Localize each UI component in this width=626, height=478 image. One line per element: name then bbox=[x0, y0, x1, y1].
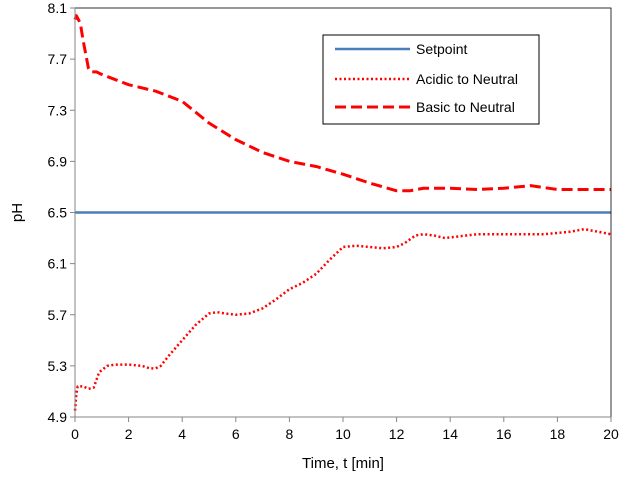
series-layer bbox=[73, 14, 612, 411]
y-tick-label: 6.9 bbox=[48, 153, 68, 169]
y-tick-label: 5.7 bbox=[48, 307, 68, 323]
x-tick-label: 20 bbox=[603, 426, 619, 442]
y-axis-title: pH bbox=[9, 203, 26, 222]
x-axis-title: Time, t [min] bbox=[302, 455, 384, 472]
axes-layer: 4.9 5.3 5.7 6.1 6.5 6.9 7.3 7.7 8.1 0 2 4 6 8 10 12 14 16… bbox=[48, 0, 619, 442]
x-tick-label: 10 bbox=[335, 426, 351, 442]
x-tick-label: 8 bbox=[286, 426, 294, 442]
x-tick-label: 4 bbox=[178, 426, 186, 442]
x-tick-label: 2 bbox=[125, 426, 133, 442]
legend-label-setpoint: Setpoint bbox=[416, 41, 467, 57]
x-tick-label: 16 bbox=[496, 426, 512, 442]
legend-label-basic-to-neutral: Basic to Neutral bbox=[416, 99, 515, 115]
y-tick-label: 6.5 bbox=[48, 205, 68, 221]
x-tick-label: 0 bbox=[71, 426, 79, 442]
y-tick-label: 5.3 bbox=[48, 358, 68, 374]
y-tick-label: 8.1 bbox=[48, 0, 68, 16]
series-line-basic-to-neutral bbox=[73, 14, 611, 193]
y-tick-label: 4.9 bbox=[48, 409, 68, 425]
y-tick-label: 7.3 bbox=[48, 102, 68, 118]
y-tick-label: 7.7 bbox=[48, 51, 68, 67]
x-tick-label: 14 bbox=[442, 426, 458, 442]
legend-label-acidic-to-neutral: Acidic to Neutral bbox=[416, 71, 518, 87]
x-tick-label: 6 bbox=[232, 426, 240, 442]
y-tick-label: 6.1 bbox=[48, 256, 68, 272]
x-tick-label: 12 bbox=[389, 426, 405, 442]
x-tick-label: 18 bbox=[550, 426, 566, 442]
legend: Setpoint Acidic to Neutral Basic to Neut… bbox=[322, 34, 540, 125]
